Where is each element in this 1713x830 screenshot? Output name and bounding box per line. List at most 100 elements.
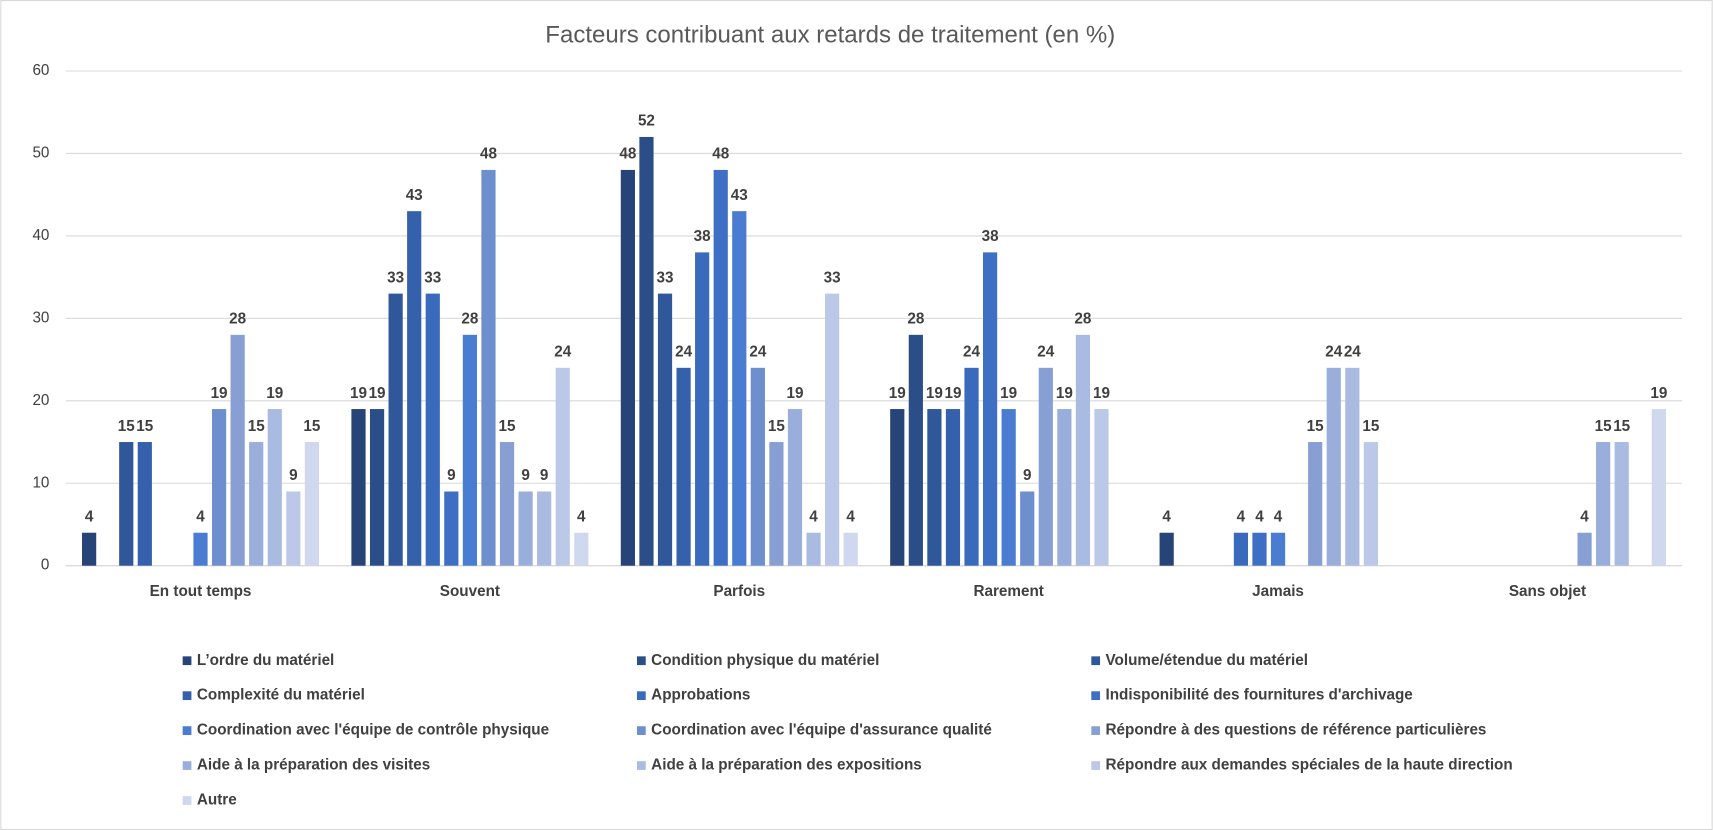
value-label: 15 (303, 418, 320, 435)
value-label: 48 (619, 146, 636, 163)
bar (1252, 532, 1267, 566)
value-label: 48 (712, 146, 729, 163)
value-label: 9 (540, 467, 549, 484)
value-label: 15 (768, 418, 785, 435)
legend-label: Approbations (651, 687, 750, 704)
bar (267, 409, 282, 566)
value-label: 4 (577, 508, 586, 525)
legend-label: Aide à la préparation des expositions (651, 757, 922, 774)
value-label: 38 (694, 228, 711, 245)
y-tick-label: 20 (32, 392, 49, 409)
value-label: 24 (554, 344, 571, 361)
value-label: 19 (350, 385, 367, 402)
x-tick-label: Rarement (973, 583, 1043, 600)
bar (657, 293, 673, 566)
bar (1020, 491, 1035, 566)
legend-swatch (182, 656, 192, 666)
bar (1614, 442, 1629, 566)
bar (444, 491, 459, 566)
bar (574, 532, 589, 566)
legend-swatch (636, 656, 646, 666)
bar (1596, 442, 1611, 566)
value-label: 15 (1362, 418, 1379, 435)
legend-swatch (182, 761, 192, 770)
bar (369, 409, 385, 566)
bar (1159, 532, 1174, 566)
value-label: 15 (1595, 418, 1612, 435)
bar (304, 442, 320, 566)
value-label: 19 (944, 385, 961, 402)
bar (137, 442, 152, 566)
bar (119, 442, 134, 566)
legend-label: Volume/étendue du matériel (1106, 652, 1308, 669)
legend-label: Condition physique du matériel (651, 652, 879, 669)
legend-label: Coordination avec l'équipe d'assurance q… (651, 722, 992, 739)
bar (351, 409, 366, 566)
value-label: 19 (786, 385, 803, 402)
value-label: 28 (1074, 311, 1091, 328)
bar (1233, 532, 1249, 566)
chart-title: Facteurs contribuant aux retards de trai… (545, 21, 1115, 48)
value-label: 19 (926, 385, 943, 402)
value-label: 24 (1325, 344, 1342, 361)
legend-swatch (1091, 761, 1101, 770)
value-label: 9 (289, 467, 298, 484)
bar (695, 252, 710, 566)
bar (193, 532, 208, 566)
bar (983, 252, 998, 566)
value-label: 24 (1344, 344, 1361, 361)
value-label: 38 (982, 228, 999, 245)
legend-label: Coordination avec l'équipe de contrôle p… (197, 722, 549, 739)
bar (639, 136, 654, 566)
value-label: 24 (1037, 344, 1054, 361)
value-label: 43 (406, 187, 423, 204)
value-label: 33 (657, 269, 674, 286)
y-tick-label: 0 (41, 557, 50, 574)
value-label: 28 (461, 311, 478, 328)
y-tick-label: 30 (32, 309, 49, 326)
legend-label: L’ordre du matériel (197, 652, 334, 669)
value-label: 48 (480, 146, 497, 163)
bar (1270, 532, 1286, 566)
legend-swatch (182, 691, 192, 701)
y-tick-label: 60 (32, 62, 49, 79)
value-label: 4 (1274, 508, 1283, 525)
legend-swatch (636, 726, 646, 735)
value-label: 4 (1237, 508, 1246, 525)
value-label: 43 (731, 187, 748, 204)
value-label: 19 (369, 385, 386, 402)
legend-label: Aide à la préparation des visites (197, 757, 430, 774)
value-label: 15 (1307, 418, 1324, 435)
value-label: 15 (118, 418, 135, 435)
bar (82, 532, 97, 566)
bar (462, 334, 477, 566)
bar (732, 211, 747, 566)
value-label: 15 (136, 418, 153, 435)
bar (1001, 409, 1016, 566)
value-label: 9 (1023, 467, 1031, 484)
value-label: 15 (1613, 418, 1630, 435)
value-label: 28 (229, 311, 246, 328)
y-tick-label: 40 (32, 227, 49, 244)
bar (537, 491, 552, 566)
bar (249, 442, 264, 566)
bar (890, 409, 905, 566)
bar (518, 491, 533, 566)
value-label: 19 (266, 385, 283, 402)
bar (787, 409, 803, 566)
x-tick-label: Jamais (1252, 583, 1304, 600)
value-label: 19 (1000, 385, 1017, 402)
value-label: 33 (424, 269, 441, 286)
x-tick-label: Parfois (713, 583, 765, 600)
bar (555, 367, 570, 566)
value-label: 33 (824, 269, 841, 286)
legend-swatch (1091, 691, 1101, 701)
y-tick-label: 50 (32, 144, 49, 161)
value-label: 19 (1056, 385, 1073, 402)
value-label: 4 (1255, 508, 1264, 525)
value-label: 9 (447, 467, 456, 484)
legend-label: Indisponibilité des fournitures d'archiv… (1106, 687, 1413, 704)
bar (286, 491, 301, 566)
